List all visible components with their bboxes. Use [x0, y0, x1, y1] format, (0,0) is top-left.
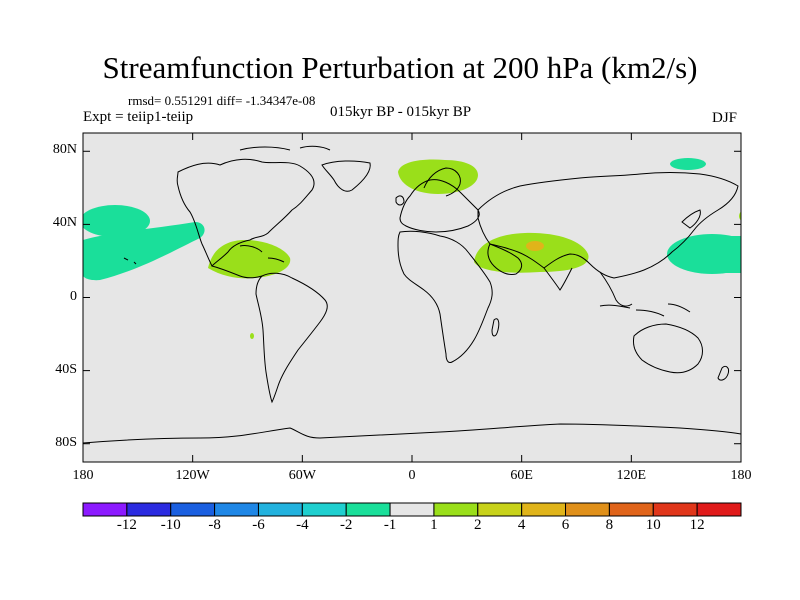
lon-tick-label: 180 — [72, 468, 94, 483]
coast-new-zealand — [717, 365, 729, 381]
colorbar-label: -6 — [252, 517, 265, 533]
colorbar-label: 4 — [517, 517, 526, 533]
coast-arabia — [487, 243, 523, 275]
lon-tick-label: 120E — [616, 468, 647, 483]
colorbar-label: 1 — [430, 517, 438, 533]
colorbar-label: -8 — [208, 517, 221, 533]
colorbar-label: 2 — [474, 517, 482, 533]
contour-positive-caribbean — [208, 240, 291, 279]
coast-caribbean — [239, 245, 285, 263]
colorbar-label: -1 — [383, 517, 397, 533]
colorbar-label: 6 — [561, 517, 570, 533]
lon-tick-label: 60W — [288, 468, 316, 483]
contour-positive-small — [250, 333, 254, 339]
coast-se-asia — [599, 271, 633, 307]
coast-north-america — [176, 158, 315, 267]
coast-australia — [633, 323, 703, 374]
contour-negative-siberia — [670, 158, 706, 170]
contour-positive-arabia-core — [526, 241, 544, 251]
lon-tick-label: 60E — [510, 468, 533, 483]
coast-madagascar — [491, 318, 500, 337]
coast-scandinavia — [423, 167, 461, 197]
colorbar-label: -2 — [339, 517, 353, 533]
lon-tick-label: 120W — [175, 468, 210, 483]
colorbar-label: 8 — [605, 517, 614, 533]
coast-africa — [397, 230, 493, 363]
colorbar-label: -10 — [160, 517, 181, 533]
contour-negative-epacific — [83, 222, 205, 281]
lon-tick-label: 180 — [730, 468, 752, 483]
colorbar-label: 10 — [645, 517, 661, 533]
map-title: Streamfunction Perturbation at 200 hPa (… — [102, 50, 698, 85]
coast-arctic-islands — [239, 145, 331, 151]
lat-tick-label: 80S — [55, 434, 77, 450]
coast-central-america — [211, 265, 263, 279]
lat-tick-label: 40N — [52, 215, 77, 231]
contour-positive-scandinavia — [398, 159, 478, 194]
stats-text: rmsd= 0.551291 diff= -1.34347e-08 — [128, 93, 316, 108]
coast-indonesia — [599, 303, 691, 317]
coast-greenland — [321, 160, 371, 192]
colorbar-label: 12 — [689, 517, 705, 533]
coast-hawaii — [123, 257, 137, 265]
coast-antarctica — [83, 423, 741, 444]
lat-tick-label: 80N — [52, 142, 77, 158]
season-label: DJF — [712, 110, 738, 126]
axis-ticks — [82, 133, 742, 462]
coast-asia — [477, 172, 739, 279]
period-label: 015kyr BP - 015kyr BP — [330, 104, 472, 120]
contour-positive-arabia — [474, 232, 589, 273]
contour-negative-wpacific-edge — [700, 236, 741, 273]
experiment-label: Expt = teiip1-teiip — [83, 109, 194, 125]
coast-south-america — [255, 272, 328, 404]
coastlines — [83, 145, 741, 444]
lat-tick-label: 40S — [55, 361, 77, 377]
lon-tick-label: 0 — [408, 468, 416, 483]
coast-india — [543, 267, 573, 291]
lat-tick-label: 0 — [70, 288, 77, 304]
contour-negative-edge — [739, 211, 741, 221]
contour-fills — [83, 158, 741, 339]
contour-negative-npacific-west — [83, 205, 150, 237]
colorbar-label: -4 — [296, 517, 309, 533]
colorbar-label: -12 — [116, 517, 137, 533]
coast-uk — [395, 195, 405, 206]
coast-japan — [681, 209, 701, 229]
